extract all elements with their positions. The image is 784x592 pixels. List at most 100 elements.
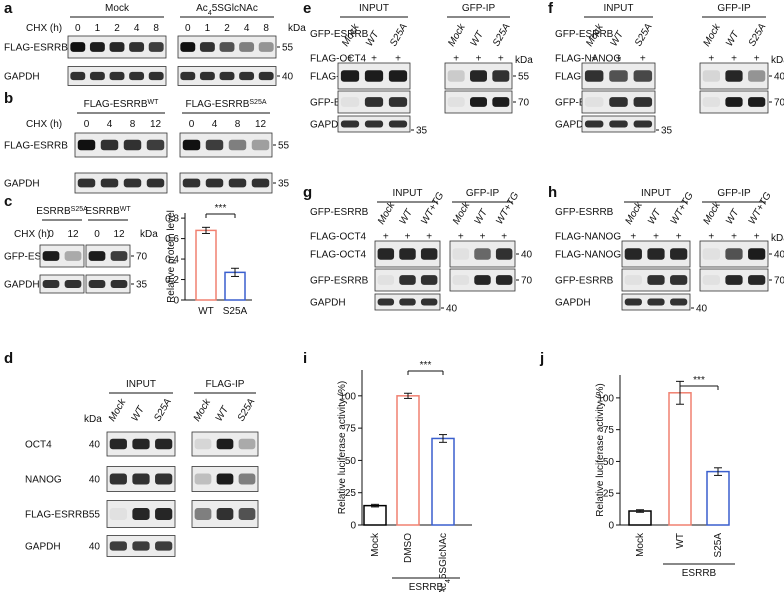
row-label: GAPDH [310,298,346,309]
band [88,280,106,288]
y-tick-label: 75 [603,425,615,436]
label-part: 4 [208,10,212,17]
plus-sign: + [676,232,682,243]
x-tick-label: S25A [713,533,724,558]
x-tick-label: Mock [635,532,646,557]
marker-label: 40 [282,72,294,83]
kda-label: kDa [515,55,533,66]
y-tick-label: 50 [345,456,357,467]
band [647,275,665,285]
lane-label: WT [473,207,491,227]
panel-letter: e [303,0,311,17]
lane-label: WT [469,29,487,49]
band [219,42,235,52]
lane-label: Mock [623,199,645,226]
group-header: GFP-IP [466,188,500,199]
band [132,473,150,485]
band [340,120,360,128]
group-header: Ac45SGlcNAc [196,3,258,17]
lane-label: Mock [701,199,723,226]
band [109,508,127,520]
row-label: GAPDH [310,120,346,131]
lane-label: WT+TG [747,190,774,226]
time-label: 8 [130,119,136,130]
marker-label: 55 [518,72,530,83]
band [123,178,142,188]
significance: *** [693,375,705,386]
band [725,275,743,285]
band [447,97,465,107]
band [194,508,212,520]
row-label: OCT4 [25,440,52,451]
band [647,248,665,260]
marker-label: 40 [89,542,101,553]
panel-letter: h [548,184,557,201]
lane-label: WT [214,404,232,424]
time-label: 0 [185,23,191,34]
group-header: ESRRBS25A [36,206,88,218]
panel-letter: a [4,0,13,17]
lane-label: S25A [491,22,513,49]
band [89,42,105,52]
band [340,97,360,107]
time-label: 1 [95,23,101,34]
time-label: 0 [84,119,90,130]
row-label: GFP-ESRRB [310,29,369,40]
time-label: 12 [113,229,125,240]
group-header: ESRRBWT [85,206,131,218]
marker-label: 70 [136,252,148,263]
band [251,139,270,151]
lane-label: S25A [388,22,410,49]
marker-label: 70 [774,98,784,109]
band [216,508,234,520]
band [452,275,470,285]
plus-sign: + [630,232,636,243]
band [109,541,127,551]
plus-sign: + [708,54,714,65]
lane-label: Mock [107,396,129,423]
plus-sign: + [498,54,504,65]
time-label: 12 [255,119,267,130]
plus-sign: + [405,232,411,243]
band [199,71,215,81]
row-label: NANOG [25,475,62,486]
y-tick-label: 0.6 [165,234,179,245]
plus-sign: + [501,232,507,243]
kda-label: kDa [771,233,784,244]
plus-sign: + [591,54,597,65]
label-part: WT [148,99,160,106]
x-tick-label: S25A [223,306,248,317]
y-tick-label: 100 [339,391,356,402]
marker-label: 40 [696,304,708,315]
band [377,275,395,285]
lane-label: Mock [446,21,468,48]
marker-label: 70 [521,276,533,287]
band [670,275,688,285]
band [132,438,150,450]
band [377,298,395,306]
lane-label: S25A [633,22,655,49]
y-tick-label: 25 [603,489,615,500]
band [251,178,270,188]
kda-label: kDa [771,55,784,66]
band [364,120,384,128]
row-label: GFP-ESRRB [310,207,369,218]
blot [85,244,131,268]
treatment-label: CHX (h) [14,229,50,240]
plus-sign: + [347,54,353,65]
kda-label: kDa [288,23,306,34]
band [64,280,82,288]
bar [363,504,387,526]
band [238,473,256,485]
plus-sign: + [731,54,737,65]
label-part: ESRRB [36,206,71,217]
x-tick-label: WT [198,306,214,317]
band [399,298,416,306]
y-tick-label: 0 [608,521,614,532]
band [155,438,173,450]
plus-sign: + [731,232,737,243]
time-label: 12 [67,229,79,240]
band [110,280,128,288]
band [129,42,145,52]
